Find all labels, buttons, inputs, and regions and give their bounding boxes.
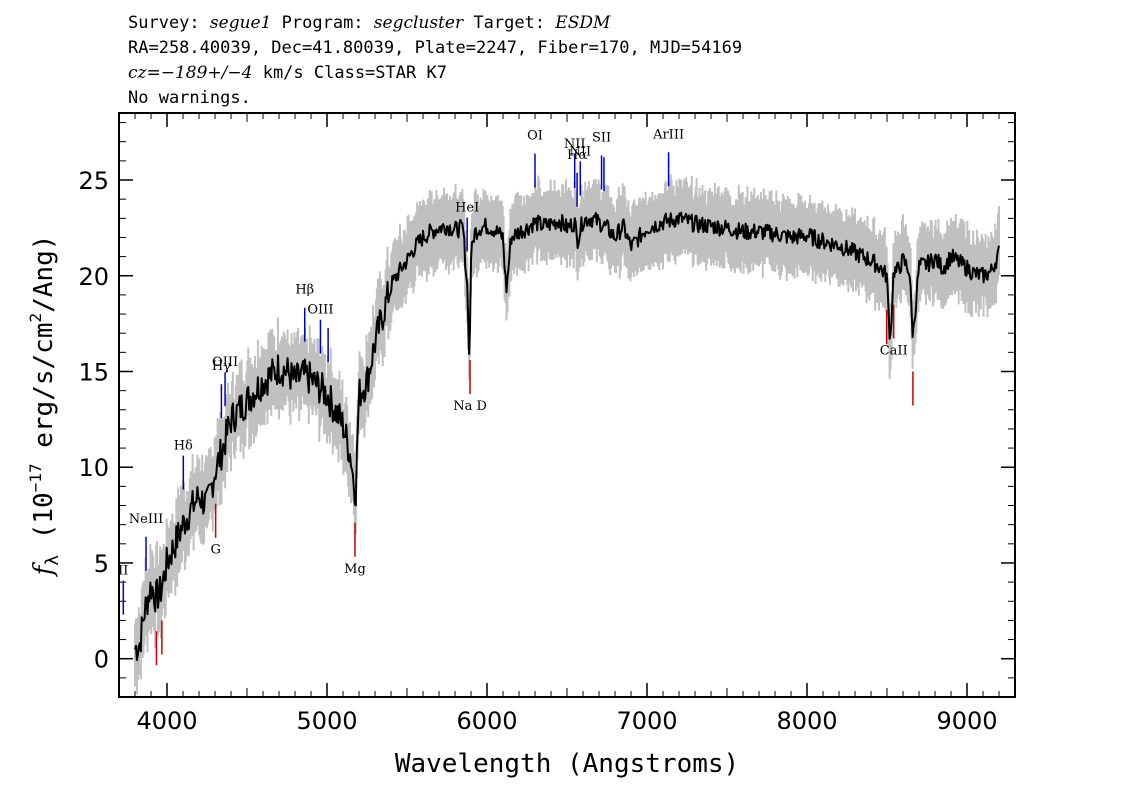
line-marker: II	[118, 564, 128, 615]
error-band	[134, 174, 1000, 695]
y-axis-title: fλ (10−17 erg/s/cm2/Ang)	[26, 235, 63, 578]
absorption-marker-label: Mg	[344, 562, 366, 577]
line-marker: HeI	[455, 201, 479, 252]
line-marker: G	[210, 503, 221, 558]
absorption-marker-label: CaII	[880, 343, 908, 358]
y-tick-label: 25	[78, 167, 109, 195]
line-marker: Na D	[453, 360, 487, 414]
y-tick-label: 15	[78, 358, 109, 386]
emission-marker-label: Hγ	[212, 359, 231, 374]
emission-marker-label: SII	[592, 131, 611, 146]
header-line-1: Survey: segue1 Program: segcluster Targe…	[128, 13, 610, 34]
y-axis-mid: erg/s/cm	[29, 323, 59, 464]
x-tick-label: 8000	[776, 707, 837, 735]
emission-marker-label: NeIII	[129, 512, 163, 527]
x-tick-label: 5000	[296, 707, 357, 735]
x-axis-title: Wavelength (Angstroms)	[395, 749, 739, 779]
y-tick-label: 5	[94, 550, 109, 578]
cz-prefix: cz=	[128, 63, 161, 83]
line-marker: OI	[527, 129, 543, 188]
emission-marker-label: HeI	[455, 201, 479, 216]
absorption-marker-label: G	[210, 543, 220, 558]
survey-label: Survey:	[128, 13, 200, 33]
line-marker: Hα	[567, 148, 587, 207]
x-tick-label: 9000	[936, 707, 997, 735]
y-axis-exp2: 2	[26, 313, 45, 323]
y-axis-pre: (10	[29, 492, 59, 555]
header-line-2: RA=258.40039, Dec=41.80039, Plate=2247, …	[128, 38, 743, 58]
emission-marker-label: Hα	[567, 148, 587, 163]
emission-marker-label: Hβ	[295, 283, 314, 298]
y-axis-exp1: −17	[26, 463, 45, 492]
line-marker: Mg	[344, 522, 366, 577]
y-axis-sub: λ	[42, 555, 63, 566]
line-marker: Hβ	[295, 283, 314, 342]
line-marker: SII	[592, 131, 611, 190]
y-axis-post: /Ang)	[29, 235, 59, 313]
emission-marker-label: II	[118, 564, 128, 579]
line-marker: OIII	[212, 355, 238, 407]
cz-suffix: km/s Class=STAR K7	[252, 63, 447, 83]
emission-marker-label: ArIII	[652, 127, 684, 142]
line-marker: NII	[569, 144, 591, 196]
flux-layer	[134, 211, 1000, 662]
target-value: ESDM	[555, 13, 611, 33]
program-value: segcluster	[373, 13, 464, 33]
line-marker: Hγ	[212, 359, 231, 419]
header-line-3: cz=−189+/−4 km/s Class=STAR K7	[128, 63, 447, 84]
line-marker: NII	[564, 137, 586, 188]
absorption-marker-label: Na D	[453, 399, 487, 414]
line-marker: NeIII	[129, 512, 163, 571]
emission-marker-label: NII	[564, 137, 586, 152]
line-marker: ArIII	[652, 127, 684, 187]
survey-value: segue1	[209, 13, 272, 33]
error-band-layer	[134, 174, 1000, 695]
emission-marker-label: Hδ	[174, 439, 193, 454]
header-line-4: No warnings.	[128, 88, 251, 108]
y-tick-label: 20	[78, 263, 109, 291]
emission-marker-label: OIII	[307, 303, 333, 318]
x-tick-label: 6000	[456, 707, 517, 735]
line-marker: CaII	[880, 304, 908, 358]
y-tick-label: 0	[94, 646, 109, 674]
y-tick-label: 10	[78, 454, 109, 482]
line-marker: OIII	[307, 303, 333, 354]
emission-marker-label: NII	[569, 144, 591, 159]
x-tick-label: 7000	[616, 707, 677, 735]
ticks-layer: 4000 5000 6000 7000 8000 9000 0 5 10 15 20 25	[78, 113, 1016, 735]
x-tick-label: 4000	[136, 707, 197, 735]
line-marker: Hδ	[174, 439, 193, 490]
target-label: Target:	[473, 13, 546, 33]
cz-value: −189+/−4	[160, 63, 253, 83]
emission-marker-label: OIII	[212, 355, 238, 370]
program-label: Program:	[281, 13, 364, 33]
emission-marker-label: OI	[527, 129, 543, 144]
flux-line	[134, 211, 1000, 662]
